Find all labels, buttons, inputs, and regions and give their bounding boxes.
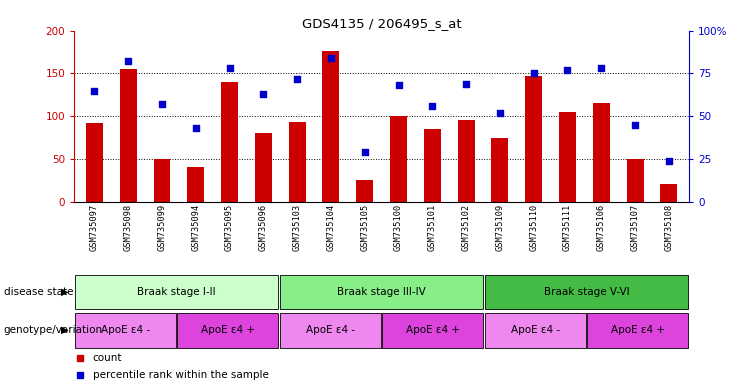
Text: ▶: ▶ bbox=[61, 325, 68, 335]
Point bbox=[562, 67, 574, 73]
Bar bbox=[627, 159, 643, 202]
Bar bbox=[120, 69, 136, 202]
Point bbox=[460, 81, 472, 87]
Bar bbox=[559, 112, 576, 202]
Bar bbox=[280, 275, 483, 309]
Point bbox=[224, 65, 236, 71]
Point bbox=[663, 157, 675, 164]
Text: GSM735105: GSM735105 bbox=[360, 204, 369, 251]
Bar bbox=[424, 129, 441, 202]
Text: ApoE ε4 +: ApoE ε4 + bbox=[611, 325, 665, 335]
Bar bbox=[491, 137, 508, 202]
Text: genotype/variation: genotype/variation bbox=[4, 325, 103, 335]
Bar bbox=[177, 313, 279, 348]
Point bbox=[595, 65, 607, 71]
Point bbox=[494, 110, 506, 116]
Bar bbox=[390, 116, 407, 202]
Bar bbox=[75, 275, 279, 309]
Text: Braak stage III-IV: Braak stage III-IV bbox=[337, 287, 426, 297]
Text: disease state: disease state bbox=[4, 287, 73, 297]
Text: GSM735107: GSM735107 bbox=[631, 204, 639, 251]
Point bbox=[156, 101, 168, 107]
Text: GSM735098: GSM735098 bbox=[124, 204, 133, 251]
Point bbox=[393, 82, 405, 88]
Bar bbox=[485, 313, 586, 348]
Text: GSM735109: GSM735109 bbox=[496, 204, 505, 251]
Text: GSM735104: GSM735104 bbox=[327, 204, 336, 251]
Text: ApoE ε4 -: ApoE ε4 - bbox=[101, 325, 150, 335]
Point bbox=[359, 149, 370, 155]
Bar bbox=[86, 123, 103, 202]
Bar bbox=[187, 167, 205, 202]
Bar bbox=[593, 103, 610, 202]
Text: GSM735095: GSM735095 bbox=[225, 204, 234, 251]
Text: count: count bbox=[93, 353, 122, 363]
Bar bbox=[660, 184, 677, 202]
Bar bbox=[289, 122, 305, 202]
Point bbox=[629, 122, 641, 128]
Text: GSM735110: GSM735110 bbox=[529, 204, 538, 251]
Text: GSM735111: GSM735111 bbox=[563, 204, 572, 251]
Text: percentile rank within the sample: percentile rank within the sample bbox=[93, 370, 268, 381]
Bar bbox=[588, 313, 688, 348]
Text: GSM735094: GSM735094 bbox=[191, 204, 200, 251]
Point bbox=[528, 70, 539, 76]
Bar bbox=[485, 275, 688, 309]
Text: ▶: ▶ bbox=[61, 287, 68, 297]
Text: GSM735106: GSM735106 bbox=[597, 204, 606, 251]
Text: GSM735097: GSM735097 bbox=[90, 204, 99, 251]
Point bbox=[291, 76, 303, 82]
Bar bbox=[525, 76, 542, 202]
Text: GSM735096: GSM735096 bbox=[259, 204, 268, 251]
Bar bbox=[458, 119, 474, 202]
Bar bbox=[322, 51, 339, 202]
Text: GSM735101: GSM735101 bbox=[428, 204, 436, 251]
Text: ApoE ε4 -: ApoE ε4 - bbox=[511, 325, 560, 335]
Point bbox=[122, 58, 134, 65]
Bar bbox=[75, 313, 176, 348]
Text: Braak stage I-II: Braak stage I-II bbox=[137, 287, 216, 297]
Text: ApoE ε4 +: ApoE ε4 + bbox=[201, 325, 255, 335]
Bar bbox=[153, 159, 170, 202]
Title: GDS4135 / 206495_s_at: GDS4135 / 206495_s_at bbox=[302, 17, 462, 30]
Point bbox=[190, 125, 202, 131]
Point bbox=[426, 103, 438, 109]
Bar bbox=[356, 180, 373, 202]
Text: ApoE ε4 +: ApoE ε4 + bbox=[406, 325, 460, 335]
Text: ApoE ε4 -: ApoE ε4 - bbox=[306, 325, 355, 335]
Text: GSM735102: GSM735102 bbox=[462, 204, 471, 251]
Point bbox=[88, 88, 100, 94]
Text: Braak stage V-VI: Braak stage V-VI bbox=[544, 287, 629, 297]
Text: GSM735099: GSM735099 bbox=[157, 204, 167, 251]
Text: GSM735108: GSM735108 bbox=[665, 204, 674, 251]
Bar bbox=[255, 133, 272, 202]
Text: GSM735103: GSM735103 bbox=[293, 204, 302, 251]
Text: GSM735100: GSM735100 bbox=[394, 204, 403, 251]
Point bbox=[257, 91, 269, 97]
Bar bbox=[382, 313, 483, 348]
Point bbox=[325, 55, 337, 61]
Bar bbox=[280, 313, 381, 348]
Bar bbox=[221, 82, 238, 202]
